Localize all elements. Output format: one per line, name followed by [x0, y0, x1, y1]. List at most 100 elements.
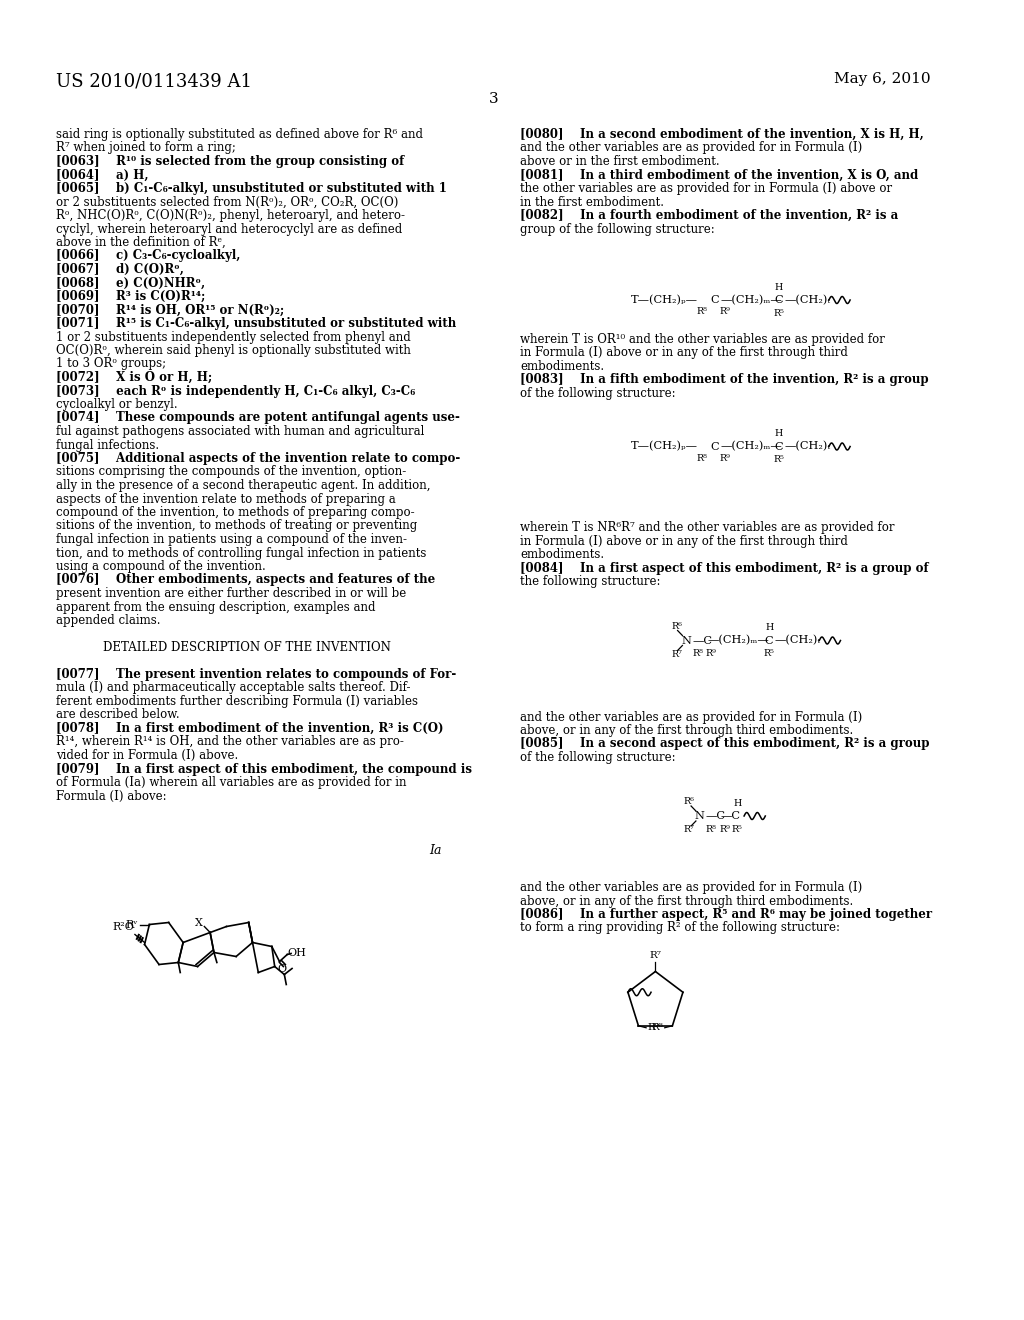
Text: [0077]    The present invention relates to compounds of For-: [0077] The present invention relates to … — [56, 668, 456, 681]
Text: T—(CH₂)ₚ—: T—(CH₂)ₚ— — [632, 441, 698, 451]
Text: R⁶: R⁶ — [684, 797, 694, 807]
Text: embodiments.: embodiments. — [520, 549, 604, 561]
Text: [0071]    R¹⁵ is C₁-C₆-alkyl, unsubstituted or substituted with: [0071] R¹⁵ is C₁-C₆-alkyl, unsubstituted… — [56, 317, 456, 330]
Text: C: C — [774, 294, 783, 305]
Text: [0075]    Additional aspects of the invention relate to compo-: [0075] Additional aspects of the inventi… — [56, 451, 460, 465]
Text: 1 to 3 ORᵒ groups;: 1 to 3 ORᵒ groups; — [56, 358, 166, 371]
Text: R⁶: R⁶ — [671, 622, 682, 631]
Text: 3: 3 — [488, 92, 499, 106]
Text: R⁹: R⁹ — [720, 308, 730, 317]
Text: [0073]    each Rᵒ is independently H, C₁-C₆ alkyl, C₃-C₆: [0073] each Rᵒ is independently H, C₁-C₆… — [56, 384, 415, 397]
Text: OH: OH — [288, 948, 306, 957]
Text: apparent from the ensuing description, examples and: apparent from the ensuing description, e… — [56, 601, 376, 614]
Text: —(CH₂)ₘ—: —(CH₂)ₘ— — [708, 635, 769, 645]
Text: C: C — [711, 294, 720, 305]
Text: group of the following structure:: group of the following structure: — [520, 223, 715, 235]
Text: N: N — [681, 635, 691, 645]
Text: wherein T is OR¹⁰ and the other variables are as provided for: wherein T is OR¹⁰ and the other variable… — [520, 333, 886, 346]
Text: using a compound of the invention.: using a compound of the invention. — [56, 560, 265, 573]
Text: [0066]    c) C₃-C₆-cycloalkyl,: [0066] c) C₃-C₆-cycloalkyl, — [56, 249, 241, 263]
Text: [0068]    e) C(O)NHRᵒ,: [0068] e) C(O)NHRᵒ, — [56, 276, 205, 289]
Text: fungal infection in patients using a compound of the inven-: fungal infection in patients using a com… — [56, 533, 407, 546]
Text: H: H — [765, 623, 773, 632]
Text: R⁷: R⁷ — [671, 649, 682, 659]
Text: [0078]    In a first embodiment of the invention, R³ is C(O): [0078] In a first embodiment of the inve… — [56, 722, 443, 735]
Text: —(CH₂)ₜ: —(CH₂)ₜ — [784, 441, 830, 451]
Text: Rᵒ, NHC(O)Rᵒ, C(O)N(Rᵒ)₂, phenyl, heteroaryl, and hetero-: Rᵒ, NHC(O)Rᵒ, C(O)N(Rᵒ)₂, phenyl, hetero… — [56, 209, 404, 222]
Text: R⁷: R⁷ — [649, 950, 662, 960]
Text: —(CH₂)ₜ: —(CH₂)ₜ — [775, 635, 821, 645]
Text: fungal infections.: fungal infections. — [56, 438, 159, 451]
Text: and the other variables are as provided for in Formula (I): and the other variables are as provided … — [520, 880, 863, 894]
Text: cyclyl, wherein heteroaryl and heterocyclyl are as defined: cyclyl, wherein heteroaryl and heterocyc… — [56, 223, 402, 235]
Text: above, or in any of the first through third embodiments.: above, or in any of the first through th… — [520, 895, 854, 908]
Text: R⁹: R⁹ — [720, 825, 730, 833]
Text: R⁸: R⁸ — [696, 308, 708, 317]
Text: in Formula (I) above or in any of the first through third: in Formula (I) above or in any of the fi… — [520, 346, 848, 359]
Text: R¹⁴, wherein R¹⁴ is OH, and the other variables are as pro-: R¹⁴, wherein R¹⁴ is OH, and the other va… — [56, 735, 403, 748]
Text: —C: —C — [706, 810, 726, 821]
Text: R⁸: R⁸ — [692, 649, 703, 657]
Text: [0064]    a) H,: [0064] a) H, — [56, 169, 148, 181]
Text: present invention are either further described in or will be: present invention are either further des… — [56, 587, 407, 601]
Text: O: O — [276, 964, 286, 974]
Text: above in the definition of Rᵉ,: above in the definition of Rᵉ, — [56, 236, 225, 249]
Text: R⁸: R⁸ — [651, 1023, 663, 1032]
Text: sitions comprising the compounds of the invention, option-: sitions comprising the compounds of the … — [56, 466, 407, 479]
Text: OC(O)Rᵒ, wherein said phenyl is optionally substituted with: OC(O)Rᵒ, wherein said phenyl is optional… — [56, 345, 411, 356]
Text: vided for in Formula (I) above.: vided for in Formula (I) above. — [56, 748, 239, 762]
Text: —C: —C — [721, 810, 741, 821]
Text: —(CH₂)ₘ—: —(CH₂)ₘ— — [721, 441, 782, 451]
Text: —(CH₂)ₜ: —(CH₂)ₜ — [784, 294, 830, 305]
Text: —(CH₂)ₘ—: —(CH₂)ₘ— — [721, 294, 782, 305]
Text: in the first embodiment.: in the first embodiment. — [520, 195, 665, 209]
Text: —C: —C — [692, 635, 712, 645]
Text: embodiments.: embodiments. — [520, 359, 604, 372]
Text: [0063]    R¹⁰ is selected from the group consisting of: [0063] R¹⁰ is selected from the group co… — [56, 154, 404, 168]
Text: above or in the first embodiment.: above or in the first embodiment. — [520, 154, 720, 168]
Text: C: C — [774, 441, 783, 451]
Text: [0070]    R¹⁴ is OH, OR¹⁵ or N(Rᵒ)₂;: [0070] R¹⁴ is OH, OR¹⁵ or N(Rᵒ)₂; — [56, 304, 284, 317]
Text: [0072]    X is O or H, H;: [0072] X is O or H, H; — [56, 371, 212, 384]
Text: mula (I) and pharmaceutically acceptable salts thereof. Dif-: mula (I) and pharmaceutically acceptable… — [56, 681, 411, 694]
Text: May 6, 2010: May 6, 2010 — [835, 73, 931, 86]
Text: [0082]    In a fourth embodiment of the invention, R² is a: [0082] In a fourth embodiment of the inv… — [520, 209, 899, 222]
Text: R⁹: R⁹ — [706, 649, 717, 657]
Text: and the other variables are as provided for in Formula (I): and the other variables are as provided … — [520, 710, 863, 723]
Text: and the other variables are as provided for in Formula (I): and the other variables are as provided … — [520, 141, 863, 154]
Text: [0081]    In a third embodiment of the invention, X is O, and: [0081] In a third embodiment of the inve… — [520, 169, 919, 181]
Text: [0069]    R³ is C(O)R¹⁴;: [0069] R³ is C(O)R¹⁴; — [56, 290, 205, 304]
Text: [0086]    In a further aspect, R⁵ and R⁶ may be joined together: [0086] In a further aspect, R⁵ and R⁶ ma… — [520, 908, 933, 921]
Text: R²O: R²O — [113, 921, 134, 932]
Text: R⁷: R⁷ — [684, 825, 694, 834]
Text: R⁵: R⁵ — [773, 455, 784, 465]
Text: ferent embodiments further describing Formula (I) variables: ferent embodiments further describing Fo… — [56, 696, 418, 708]
Text: or 2 substituents selected from N(Rᵒ)₂, ORᵒ, CO₂R, OC(O): or 2 substituents selected from N(Rᵒ)₂, … — [56, 195, 398, 209]
Text: wherein T is NR⁶R⁷ and the other variables are as provided for: wherein T is NR⁶R⁷ and the other variabl… — [520, 521, 895, 535]
Text: R⁵: R⁵ — [764, 649, 774, 657]
Text: the other variables are as provided for in Formula (I) above or: the other variables are as provided for … — [520, 182, 893, 195]
Text: Rᵛ: Rᵛ — [126, 920, 138, 929]
Text: aspects of the invention relate to methods of preparing a: aspects of the invention relate to metho… — [56, 492, 395, 506]
Text: Ia: Ia — [429, 845, 441, 858]
Text: N: N — [695, 810, 705, 821]
Text: Formula (I) above:: Formula (I) above: — [56, 789, 167, 803]
Text: C: C — [765, 635, 773, 645]
Text: R⁸: R⁸ — [706, 825, 717, 833]
Text: appended claims.: appended claims. — [56, 614, 161, 627]
Text: T—(CH₂)ₚ—: T—(CH₂)ₚ— — [632, 294, 698, 305]
Text: 1 or 2 substituents independently selected from phenyl and: 1 or 2 substituents independently select… — [56, 330, 411, 343]
Text: above, or in any of the first through third embodiments.: above, or in any of the first through th… — [520, 723, 854, 737]
Text: [0074]    These compounds are potent antifungal agents use-: [0074] These compounds are potent antifu… — [56, 412, 460, 425]
Text: compound of the invention, to methods of preparing compo-: compound of the invention, to methods of… — [56, 506, 415, 519]
Text: of the following structure:: of the following structure: — [520, 751, 676, 764]
Text: of the following structure:: of the following structure: — [520, 387, 676, 400]
Text: R⁷ when joined to form a ring;: R⁷ when joined to form a ring; — [56, 141, 236, 154]
Text: [0076]    Other embodiments, aspects and features of the: [0076] Other embodiments, aspects and fe… — [56, 573, 435, 586]
Text: [0079]    In a first aspect of this embodiment, the compound is: [0079] In a first aspect of this embodim… — [56, 763, 472, 776]
Text: of Formula (Ia) wherein all variables are as provided for in: of Formula (Ia) wherein all variables ar… — [56, 776, 407, 789]
Text: to form a ring providing R² of the following structure:: to form a ring providing R² of the follo… — [520, 921, 841, 935]
Text: US 2010/0113439 A1: US 2010/0113439 A1 — [56, 73, 252, 90]
Text: H: H — [733, 799, 741, 808]
Text: cycloalkyl or benzyl.: cycloalkyl or benzyl. — [56, 399, 177, 411]
